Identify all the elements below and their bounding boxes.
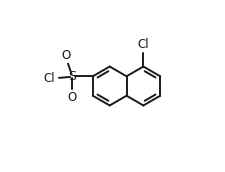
Text: Cl: Cl <box>137 38 149 51</box>
Text: O: O <box>61 49 70 62</box>
Text: S: S <box>68 70 76 83</box>
Text: Cl: Cl <box>43 72 55 85</box>
Text: O: O <box>68 91 77 104</box>
